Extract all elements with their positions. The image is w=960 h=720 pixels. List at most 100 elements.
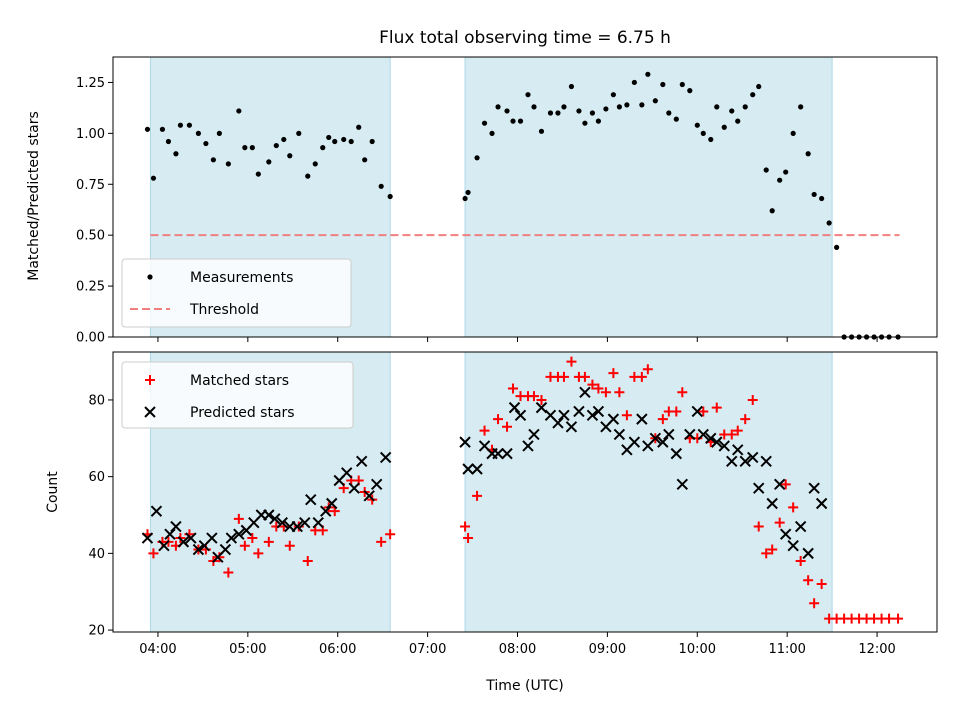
matched-star-point (642, 364, 653, 375)
predicted-star-point (233, 528, 245, 540)
predicted-star-point (697, 428, 709, 441)
predicted-star-point (739, 455, 751, 468)
top-series-measurements (144, 71, 901, 340)
matched-star-point (884, 613, 895, 624)
bottom-panel: 20 40 60 80 04:00 05:00 06:00 07:00 08:00 09:00 10… (88, 351, 938, 657)
bottom-y-axis-label: Count (45, 471, 61, 513)
predicted-star-point (670, 447, 683, 460)
matched-star-point (761, 548, 772, 559)
top-y-tick-label: 0.00 (76, 331, 105, 346)
matched-star-point (263, 536, 274, 547)
predicted-star-point (170, 520, 182, 533)
measurement-point (242, 145, 248, 151)
measurement-point (296, 130, 302, 136)
predicted-star-point (528, 428, 540, 441)
predicted-star-point (348, 482, 360, 494)
predicted-star-point (691, 405, 703, 418)
predicted-star-point (773, 478, 786, 491)
matched-star-point (536, 394, 547, 405)
predicted-star-point (586, 409, 599, 421)
measurement-point (610, 92, 616, 98)
matched-star-point (893, 613, 904, 624)
top-y-tick-label: 0.25 (76, 280, 105, 295)
predicted-star-point (225, 532, 238, 544)
measurement-point (700, 130, 706, 136)
measurement-point (305, 173, 311, 179)
measurement-point (687, 88, 693, 94)
matched-star-point (600, 387, 611, 398)
measurement-point (742, 104, 748, 110)
measurement-point (834, 244, 840, 250)
matched-star-point (558, 371, 569, 382)
measurement-point (378, 183, 384, 189)
predicted-star-point (732, 444, 744, 456)
measurement-point (666, 110, 672, 116)
top-shaded-span-1 (464, 56, 833, 338)
predicted-star-point (613, 428, 626, 441)
measurement-point (287, 153, 293, 159)
predicted-star-point (787, 539, 799, 552)
measurement-point (561, 104, 567, 110)
measurement-point (387, 193, 393, 200)
matched-star-point (587, 379, 598, 390)
predicted-star-point (705, 432, 717, 445)
matched-star-point (621, 410, 632, 421)
matched-star-point (593, 383, 604, 394)
predicted-star-point (370, 478, 383, 491)
measurement-point (356, 124, 362, 130)
measurement-point (504, 108, 510, 114)
predicted-star-point (326, 497, 338, 510)
predicted-star-point (141, 532, 154, 544)
bottom-series-predicted-stars (141, 386, 828, 563)
x-tick-label: 05:00 (229, 642, 266, 657)
predicted-star-point (276, 516, 289, 529)
measurement-point (210, 157, 216, 163)
matched-star-point (816, 579, 827, 590)
measurement-point (756, 83, 762, 90)
predicted-star-point (802, 547, 814, 560)
matched-star-point (671, 406, 682, 417)
matched-star-point (803, 575, 814, 586)
matched-star-point (732, 425, 743, 436)
matched-star-point (636, 371, 647, 382)
bottom-y-tick-label: 60 (88, 470, 105, 485)
measurement-point (320, 145, 326, 151)
measurement-point (332, 138, 338, 145)
measurement-point (721, 124, 727, 130)
predicted-star-point (501, 447, 513, 460)
measurement-point (159, 126, 166, 132)
measurement-point (645, 71, 651, 77)
top-y-tick-label: 1.00 (76, 127, 105, 142)
measurement-point (465, 189, 471, 196)
measurement-point (673, 116, 679, 122)
measurement-point (216, 130, 222, 136)
measurement-point (652, 98, 658, 104)
matched-star-point (376, 536, 387, 547)
measurement-point (763, 167, 769, 173)
x-tick-label: 09:00 (589, 642, 626, 657)
predicted-star-point (508, 401, 521, 414)
measurement-point (714, 104, 720, 110)
top-plot-frame (112, 56, 938, 338)
predicted-star-point (462, 463, 474, 475)
measurement-point (525, 92, 531, 98)
predicted-star-point (219, 543, 232, 556)
predicted-star-point (312, 516, 324, 529)
matched-star-point (239, 540, 250, 551)
bottom-shaded-span-1 (464, 351, 833, 633)
measurement-point (811, 191, 817, 198)
measurement-point (165, 138, 172, 145)
predicted-star-point (607, 413, 620, 425)
predicted-star-point (676, 478, 689, 491)
legend-marker-x (144, 406, 156, 418)
matched-star-point (809, 598, 820, 609)
measurement-point (348, 138, 354, 145)
predicted-star-point (305, 493, 317, 506)
predicted-star-point (657, 436, 669, 448)
measurement-point (624, 102, 630, 108)
measurement-point (826, 220, 832, 226)
matched-star-point (472, 490, 483, 501)
measurement-point (281, 136, 287, 143)
matched-star-point (795, 556, 806, 567)
predicted-star-point (291, 520, 303, 533)
